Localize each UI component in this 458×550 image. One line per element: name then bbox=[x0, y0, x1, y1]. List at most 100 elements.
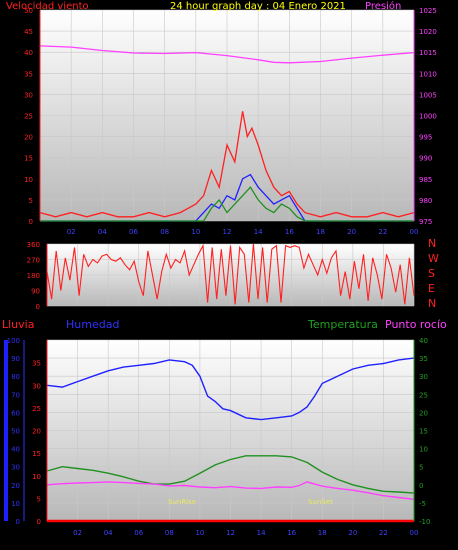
pressure-axis-label: Presión bbox=[365, 0, 401, 12]
wind-tick-label: 0 bbox=[29, 218, 33, 226]
climate-time-tick: 08 bbox=[165, 529, 174, 537]
wind-tick-label: 5 bbox=[29, 197, 33, 205]
direction-series-layer bbox=[46, 243, 415, 305]
humidity-tick-label: 100 bbox=[7, 337, 20, 345]
climate-ticks-layer: -10-505101520253035400102030405060708090… bbox=[4, 337, 430, 537]
direction-tick-label: 180 bbox=[27, 272, 40, 280]
compass-label: E bbox=[428, 282, 435, 295]
compass-label: S bbox=[428, 267, 435, 280]
humidity-tick-label: 70 bbox=[11, 391, 20, 399]
compass-label: N bbox=[428, 237, 436, 250]
temperature-tick-label: 40 bbox=[419, 337, 428, 345]
pressure-tick-label: 1015 bbox=[419, 49, 437, 57]
wind-time-tick: 06 bbox=[129, 228, 138, 236]
rain-tick-label: 0 bbox=[37, 518, 41, 526]
temperature-tick-label: 10 bbox=[419, 446, 428, 454]
climate-time-tick: 10 bbox=[195, 529, 204, 537]
temperature-axis-label: Temperatura bbox=[307, 318, 378, 331]
compass-label: N bbox=[428, 297, 436, 310]
direction-tick-label: 90 bbox=[31, 288, 40, 296]
rain-tick-label: 20 bbox=[32, 428, 41, 436]
wind-axis-label: Velocidad viento bbox=[6, 1, 89, 12]
humidity-tick-label: 60 bbox=[11, 409, 20, 417]
wind-tick-label: 20 bbox=[24, 134, 33, 142]
rain-tick-label: 25 bbox=[32, 405, 41, 413]
wind-time-tick: 18 bbox=[316, 228, 325, 236]
humidity-tick-label: 80 bbox=[11, 373, 20, 381]
wind-time-tick: 22 bbox=[378, 228, 387, 236]
sunset-annotation: SunSet bbox=[308, 498, 333, 506]
humidity-tick-label: 0 bbox=[16, 518, 20, 526]
direction-ticks-layer: 0 90 180 270 360 bbox=[27, 241, 48, 311]
wind-series-layer bbox=[39, 45, 415, 222]
climate-series-1 bbox=[46, 455, 415, 494]
wind-time-tick: 10 bbox=[191, 228, 200, 236]
humidity-tick-label: 90 bbox=[11, 355, 20, 363]
climate-time-tick: 14 bbox=[257, 529, 266, 537]
pressure-tick-label: 1005 bbox=[419, 91, 437, 99]
chart-title: 24 hour graph day : 04 Enero 2021 bbox=[170, 1, 346, 12]
wind-panel-series-0 bbox=[39, 45, 415, 64]
wind-time-tick: 04 bbox=[98, 228, 107, 236]
wind-tick-label: 45 bbox=[24, 28, 33, 36]
wind-tick-label: 30 bbox=[24, 91, 33, 99]
humidity-tick-label: 10 bbox=[11, 500, 20, 508]
pressure-tick-label: 1000 bbox=[419, 113, 437, 121]
climate-time-tick: 12 bbox=[226, 529, 235, 537]
rain-tick-label: 30 bbox=[32, 382, 41, 390]
direction-tick-label: 360 bbox=[27, 241, 40, 249]
temperature-tick-label: 20 bbox=[419, 409, 428, 417]
climate-time-tick: 18 bbox=[318, 529, 327, 537]
climate-time-tick: 20 bbox=[348, 529, 357, 537]
climate-series-2 bbox=[46, 481, 415, 500]
wind-tick-label: 50 bbox=[24, 7, 33, 15]
temperature-tick-label: -10 bbox=[419, 518, 430, 526]
wind-time-tick: 00 bbox=[410, 228, 419, 236]
temperature-tick-label: 0 bbox=[419, 482, 423, 490]
wind-time-tick: 08 bbox=[160, 228, 169, 236]
climate-time-tick: 06 bbox=[134, 529, 143, 537]
direction-tick-label: 270 bbox=[27, 257, 40, 265]
climate-time-tick: 04 bbox=[104, 529, 113, 537]
wind-tick-label: 15 bbox=[24, 155, 33, 163]
pressure-tick-label: 1020 bbox=[419, 28, 437, 36]
wind-time-tick: 14 bbox=[254, 228, 263, 236]
rain-axis-label: Lluvia bbox=[2, 318, 34, 331]
wind-grid bbox=[40, 9, 415, 222]
rain-tick-label: 10 bbox=[32, 473, 41, 481]
climate-time-tick: 22 bbox=[379, 529, 388, 537]
pressure-tick-label: 985 bbox=[419, 176, 432, 184]
wind-time-tick: 20 bbox=[347, 228, 356, 236]
humidity-tick-label: 30 bbox=[11, 464, 20, 472]
wind-time-tick: 12 bbox=[223, 228, 232, 236]
sunrise-annotation: SunRise bbox=[168, 498, 196, 506]
wind-panel-series-2 bbox=[40, 173, 414, 222]
climate-series-layer bbox=[46, 357, 415, 523]
humidity-tick-label: 40 bbox=[11, 446, 20, 454]
climate-time-tick: 16 bbox=[287, 529, 296, 537]
direction-tick-label: 0 bbox=[36, 303, 40, 311]
humidity-tick-label: 50 bbox=[11, 428, 20, 436]
pressure-tick-label: 995 bbox=[419, 134, 432, 142]
climate-series-0 bbox=[46, 357, 415, 421]
wind-tick-label: 40 bbox=[24, 49, 33, 57]
pressure-tick-label: 1025 bbox=[419, 7, 437, 15]
rain-tick-label: 15 bbox=[32, 450, 41, 458]
humidity-tick-label: 20 bbox=[11, 482, 20, 490]
humidity-temp-panel: -10-505101520253035400102030405060708090… bbox=[2, 318, 447, 537]
rain-tick-label: 35 bbox=[32, 360, 41, 368]
temperature-tick-label: 15 bbox=[419, 428, 428, 436]
climate-time-tick: 02 bbox=[73, 529, 82, 537]
wind-panel-series-1 bbox=[39, 111, 415, 218]
pressure-tick-label: 975 bbox=[419, 218, 432, 226]
direction-series-0 bbox=[46, 243, 415, 305]
dewpoint-axis-label: Punto rocío bbox=[385, 318, 447, 331]
pressure-tick-label: 990 bbox=[419, 155, 432, 163]
humidity-axis-label: Humedad bbox=[66, 318, 119, 331]
wind-panel-series-3 bbox=[40, 186, 414, 222]
wind-time-tick: 02 bbox=[67, 228, 76, 236]
temperature-tick-label: 30 bbox=[419, 373, 428, 381]
